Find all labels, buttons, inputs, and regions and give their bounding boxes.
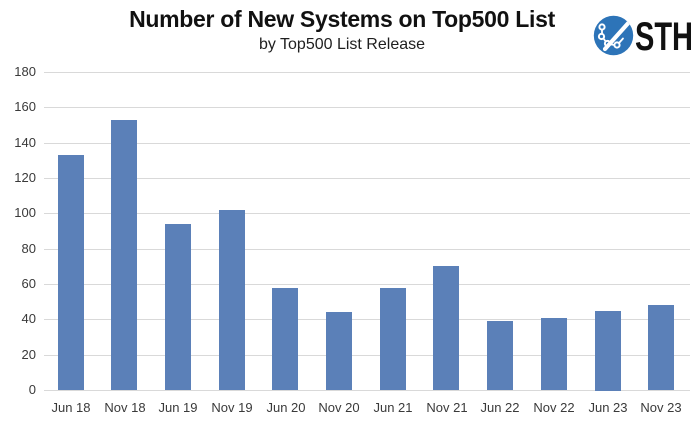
gridline-y-40 [44, 319, 690, 320]
bar-jun-19 [165, 224, 191, 390]
x-tick-label: Jun 21 [373, 400, 413, 415]
gridline-y-120 [44, 178, 690, 179]
gridline-y-60 [44, 284, 690, 285]
x-tick-label: Nov 22 [533, 400, 575, 415]
gridline-y-140 [44, 143, 690, 144]
logo-text: STH [635, 15, 693, 59]
y-tick-label: 0 [28, 382, 36, 397]
bar-jun-21 [380, 288, 406, 390]
x-tick-label: Nov 23 [640, 400, 682, 415]
y-tick-label: 120 [14, 170, 36, 185]
bar-nov-20 [326, 312, 352, 390]
x-tick-label: Nov 18 [104, 400, 146, 415]
gridline-y-20 [44, 355, 690, 356]
y-tick-label: 60 [21, 276, 36, 291]
bar-nov-18 [111, 120, 137, 390]
x-tick-label: Nov 20 [318, 400, 360, 415]
y-tick-label: 140 [14, 135, 36, 150]
y-tick-label: 20 [21, 347, 36, 362]
gridline-y-160 [44, 107, 690, 108]
bar-nov-23 [648, 305, 674, 390]
x-tick-label: Jun 18 [51, 400, 91, 415]
gridline-y-80 [44, 249, 690, 250]
bar-jun-22 [487, 321, 513, 390]
gridline-y-180 [44, 72, 690, 73]
y-tick-label: 180 [14, 64, 36, 79]
bar-jun-20 [272, 288, 298, 390]
bar-nov-19 [219, 210, 245, 390]
x-tick-label: Jun 19 [158, 400, 198, 415]
bar-nov-21 [433, 266, 459, 390]
chart-header: Number of New Systems on Top500 List by … [0, 0, 684, 54]
x-tick-label: Jun 23 [588, 400, 628, 415]
sth-logo: STH [593, 15, 693, 59]
logo-circuit-icon [593, 15, 634, 56]
x-tick-label: Jun 20 [266, 400, 306, 415]
y-tick-label: 160 [14, 99, 36, 114]
y-tick-label: 100 [14, 205, 36, 220]
gridline-y-0 [44, 390, 690, 391]
x-tick-label: Nov 21 [426, 400, 468, 415]
bar-jun-18 [58, 155, 84, 390]
x-tick-label: Nov 19 [211, 400, 253, 415]
chart-subtitle: by Top500 List Release [258, 36, 426, 53]
gridline-y-100 [44, 213, 690, 214]
y-tick-label: 80 [21, 241, 36, 256]
bar-jun-23 [595, 311, 621, 391]
chart-title: Number of New Systems on Top500 List [129, 6, 555, 32]
y-tick-label: 40 [21, 311, 36, 326]
bar-nov-22 [541, 318, 567, 390]
x-tick-label: Jun 22 [480, 400, 520, 415]
